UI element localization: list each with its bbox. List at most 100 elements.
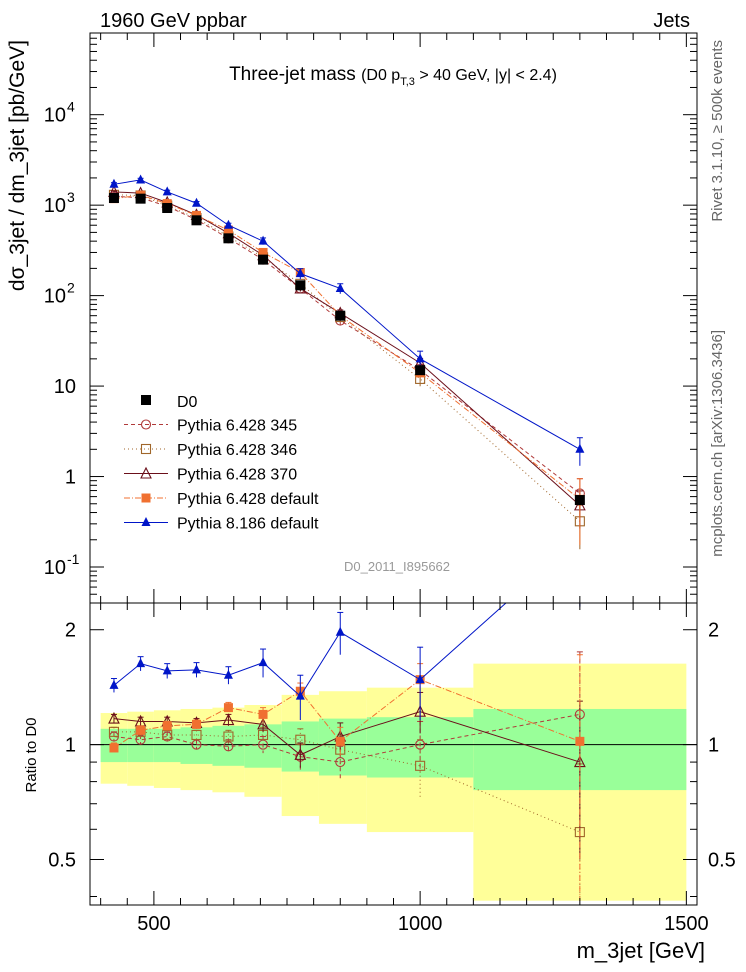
main-series-line bbox=[113, 195, 581, 494]
ratio-marker bbox=[415, 674, 425, 684]
analysis-watermark: D0_2011_I895662 bbox=[344, 559, 450, 574]
ratio-marker bbox=[191, 729, 202, 741]
ratio-marker bbox=[135, 734, 146, 745]
ratio-marker bbox=[191, 664, 201, 674]
x-axis-label: m_3jet [GeV] bbox=[577, 938, 705, 963]
legend-label-data: D0 bbox=[177, 394, 198, 411]
ratio-plot-area bbox=[90, 603, 697, 901]
data-marker bbox=[135, 193, 146, 204]
main-marker bbox=[575, 443, 585, 453]
main-marker bbox=[295, 268, 305, 278]
main-marker bbox=[109, 178, 119, 188]
ticks bbox=[90, 32, 697, 905]
legend-label: Pythia 6.428 default bbox=[177, 491, 319, 508]
ratio-marker bbox=[191, 739, 202, 750]
ratio-marker bbox=[108, 711, 120, 724]
ratio-marker bbox=[257, 717, 269, 730]
y-tick-label: 10 bbox=[44, 557, 66, 579]
ratio-series-line bbox=[113, 731, 581, 833]
y-tick-label: 1 bbox=[65, 467, 76, 489]
main-marker bbox=[162, 186, 172, 196]
data-marker bbox=[415, 365, 426, 376]
main-series-data bbox=[108, 192, 585, 506]
ratio-tick-label-right: 0.5 bbox=[708, 850, 736, 872]
ratio-marker bbox=[335, 626, 345, 636]
main-plot-area bbox=[108, 174, 586, 550]
main-series-line bbox=[113, 194, 581, 522]
header-right: Jets bbox=[653, 10, 690, 32]
x-tick-label: 500 bbox=[137, 913, 170, 935]
ratio-tick-label-right: 2 bbox=[708, 620, 719, 642]
ratio-marker bbox=[109, 679, 119, 689]
side-label-rivet: Rivet 3.1.10, ≥ 500k events bbox=[709, 40, 726, 222]
ratio-marker bbox=[223, 703, 233, 713]
y-tick-label: 10 bbox=[44, 195, 66, 217]
legend-marker bbox=[140, 443, 152, 455]
ratio-series-line bbox=[113, 711, 581, 763]
ratio-marker bbox=[162, 729, 173, 741]
main-marker bbox=[223, 219, 233, 229]
ratio-marker bbox=[109, 743, 119, 753]
main-marker bbox=[258, 235, 268, 245]
data-marker bbox=[258, 254, 269, 265]
main-series-line bbox=[113, 191, 581, 506]
data-marker bbox=[191, 215, 202, 226]
ratio-series-line bbox=[113, 679, 581, 749]
ratio-marker bbox=[258, 657, 268, 667]
ratio-tick-label: 2 bbox=[65, 620, 76, 642]
data-marker bbox=[108, 192, 119, 203]
ratio-marker bbox=[223, 741, 234, 752]
chart-title: Three-jet mass (D0 pT,3 > 40 GeV, |y| < … bbox=[229, 64, 557, 88]
ratio-marker bbox=[136, 725, 146, 735]
ratio-tick-label-right: 1 bbox=[708, 735, 719, 757]
ratio-tick-label: 0.5 bbox=[48, 850, 76, 872]
ratio-marker bbox=[335, 736, 345, 746]
main-marker bbox=[223, 225, 233, 235]
legend-marker bbox=[140, 419, 152, 430]
ratio-marker bbox=[136, 658, 146, 668]
ratio-marker bbox=[191, 719, 201, 729]
ratio-marker bbox=[162, 721, 172, 731]
legend-label: Pythia 6.428 370 bbox=[177, 467, 297, 484]
ratio-series-4 bbox=[109, 603, 581, 721]
header-left: 1960 GeV ppbar bbox=[100, 10, 247, 32]
data-marker bbox=[574, 495, 585, 506]
side-label-mcplots: mcplots.cern.ch [arXiv:1306.3436] bbox=[709, 330, 726, 557]
ratio-band-inner bbox=[180, 727, 213, 764]
legend-marker bbox=[141, 517, 151, 526]
legend-marker-data bbox=[141, 395, 151, 405]
y-tick-label-exponent: 3 bbox=[67, 189, 75, 205]
ratio-marker bbox=[295, 690, 305, 700]
legend-marker bbox=[140, 466, 152, 479]
data-marker bbox=[223, 233, 234, 244]
main-series-line bbox=[113, 179, 581, 450]
y-tick-label-exponent: 4 bbox=[67, 99, 75, 115]
x-tick-label: 1500 bbox=[664, 913, 709, 935]
y-axis-label: dσ_3jet / dm_3jet [pb/GeV] bbox=[6, 40, 29, 291]
ratio-series-line bbox=[113, 603, 507, 697]
x-tick-label: 1000 bbox=[398, 913, 443, 935]
ratio-marker bbox=[222, 713, 235, 726]
ratio-marker bbox=[335, 757, 346, 768]
main-marker bbox=[415, 353, 425, 363]
ratio-series-line bbox=[113, 713, 580, 763]
ratio-tick-label: 1 bbox=[65, 735, 76, 757]
y-tick-label: 10 bbox=[54, 376, 76, 398]
y-tick-label: 10 bbox=[44, 105, 66, 127]
y-tick-label: 10 bbox=[44, 286, 66, 308]
ratio-marker bbox=[223, 731, 234, 742]
ratio-marker bbox=[223, 669, 233, 679]
y-tick-label-exponent: 2 bbox=[67, 280, 75, 296]
main-marker bbox=[335, 282, 345, 292]
y-tick-label-exponent: -1 bbox=[67, 551, 80, 567]
legend-marker bbox=[141, 493, 151, 503]
main-marker bbox=[258, 247, 268, 257]
main-series-line bbox=[113, 194, 581, 500]
data-marker bbox=[162, 203, 173, 214]
legend-label: Pythia 8.186 default bbox=[177, 516, 319, 533]
ratio-marker bbox=[162, 665, 172, 675]
data-marker bbox=[335, 310, 346, 321]
ratio-marker bbox=[415, 760, 426, 771]
legend-label: Pythia 6.428 345 bbox=[177, 418, 297, 435]
